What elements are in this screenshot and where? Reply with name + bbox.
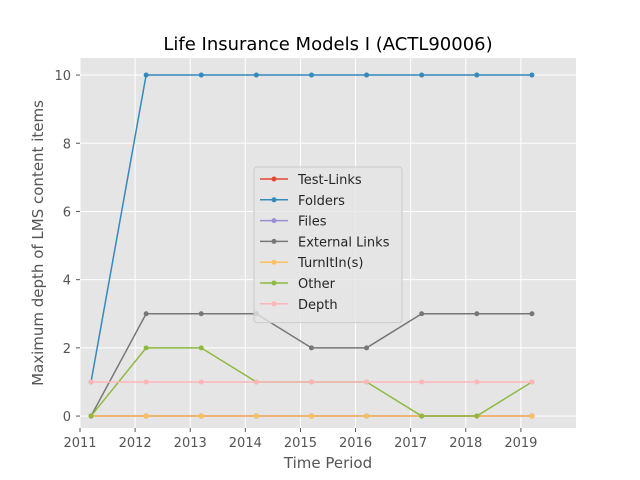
data-point [198, 345, 204, 351]
legend-item: Folders [260, 194, 345, 209]
data-point [529, 379, 535, 385]
legend-marker [271, 176, 277, 182]
y-tick-label: 4 [63, 274, 71, 289]
data-point [364, 379, 370, 385]
data-point [143, 311, 149, 317]
y-tick-label: 8 [63, 137, 71, 152]
legend-label: External Links [298, 235, 390, 250]
legend-item: TurnItIn(s) [260, 256, 363, 271]
data-point [529, 311, 535, 317]
legend-label: Depth [298, 298, 338, 313]
data-point [419, 413, 425, 419]
y-tick-label: 0 [63, 410, 71, 425]
data-point [419, 379, 425, 385]
data-point [253, 72, 259, 78]
x-tick-label: 2014 [229, 436, 262, 451]
x-tick-label: 2015 [284, 436, 317, 451]
x-tick-label: 2019 [504, 436, 537, 451]
data-point [143, 72, 149, 78]
legend-item: Other [260, 277, 336, 292]
x-tick-label: 2013 [174, 436, 207, 451]
data-point [88, 413, 94, 419]
legend-label: Other [298, 277, 336, 292]
legend-box [253, 166, 403, 324]
data-point [143, 379, 149, 385]
series-lines [88, 72, 535, 419]
legend: Test-Links Folders Files External Links Turn… [253, 166, 403, 324]
legend-marker [271, 259, 277, 265]
data-point [198, 413, 204, 419]
data-point [364, 345, 370, 351]
data-point [529, 413, 535, 419]
data-point [308, 413, 314, 419]
legend-item: External Links [260, 235, 390, 250]
legend-marker [271, 218, 277, 224]
y-axis: 0 2 4 6 8 10 [54, 69, 80, 425]
y-tick-label: 2 [63, 342, 71, 357]
legend-item: Test-Links [260, 173, 362, 188]
y-axis-label: Maximum depth of LMS content items [29, 100, 47, 386]
x-tick-label: 2016 [339, 436, 372, 451]
data-point [308, 345, 314, 351]
data-point [143, 345, 149, 351]
data-point [364, 413, 370, 419]
x-tick-label: 2012 [119, 436, 152, 451]
y-tick-label: 6 [63, 205, 71, 220]
legend-label: Files [298, 215, 327, 230]
x-axis: 2011 2012 2013 2014 2015 2016 2017 2018 2019 [63, 428, 537, 451]
data-point [308, 72, 314, 78]
data-point [198, 72, 204, 78]
legend-label: TurnItIn(s) [297, 256, 363, 271]
data-point [419, 311, 425, 317]
x-tick-label: 2017 [394, 436, 427, 451]
chart-title: Life Insurance Models I (ACTL90006) [163, 34, 492, 55]
data-point [198, 311, 204, 317]
data-point [474, 413, 480, 419]
data-point [474, 311, 480, 317]
y-tick-label: 10 [54, 69, 71, 84]
legend-marker [271, 238, 277, 244]
x-tick-label: 2011 [63, 436, 96, 451]
data-point [474, 72, 480, 78]
x-axis-label: Time Period [283, 454, 372, 472]
data-point [253, 413, 259, 419]
data-point [88, 379, 94, 385]
legend-marker [271, 197, 277, 203]
data-point [143, 413, 149, 419]
legend-marker [271, 280, 277, 286]
data-point [529, 72, 535, 78]
data-point [419, 72, 425, 78]
legend-label: Test-Links [297, 173, 362, 188]
legend-item: Files [260, 215, 327, 230]
legend-label: Folders [298, 194, 345, 209]
data-point [198, 379, 204, 385]
legend-marker [271, 301, 277, 307]
series-depth [88, 379, 535, 385]
data-point [364, 72, 370, 78]
data-point [474, 379, 480, 385]
data-point [308, 379, 314, 385]
data-point [253, 379, 259, 385]
legend-item: Depth [260, 298, 338, 313]
x-tick-label: 2018 [449, 436, 482, 451]
